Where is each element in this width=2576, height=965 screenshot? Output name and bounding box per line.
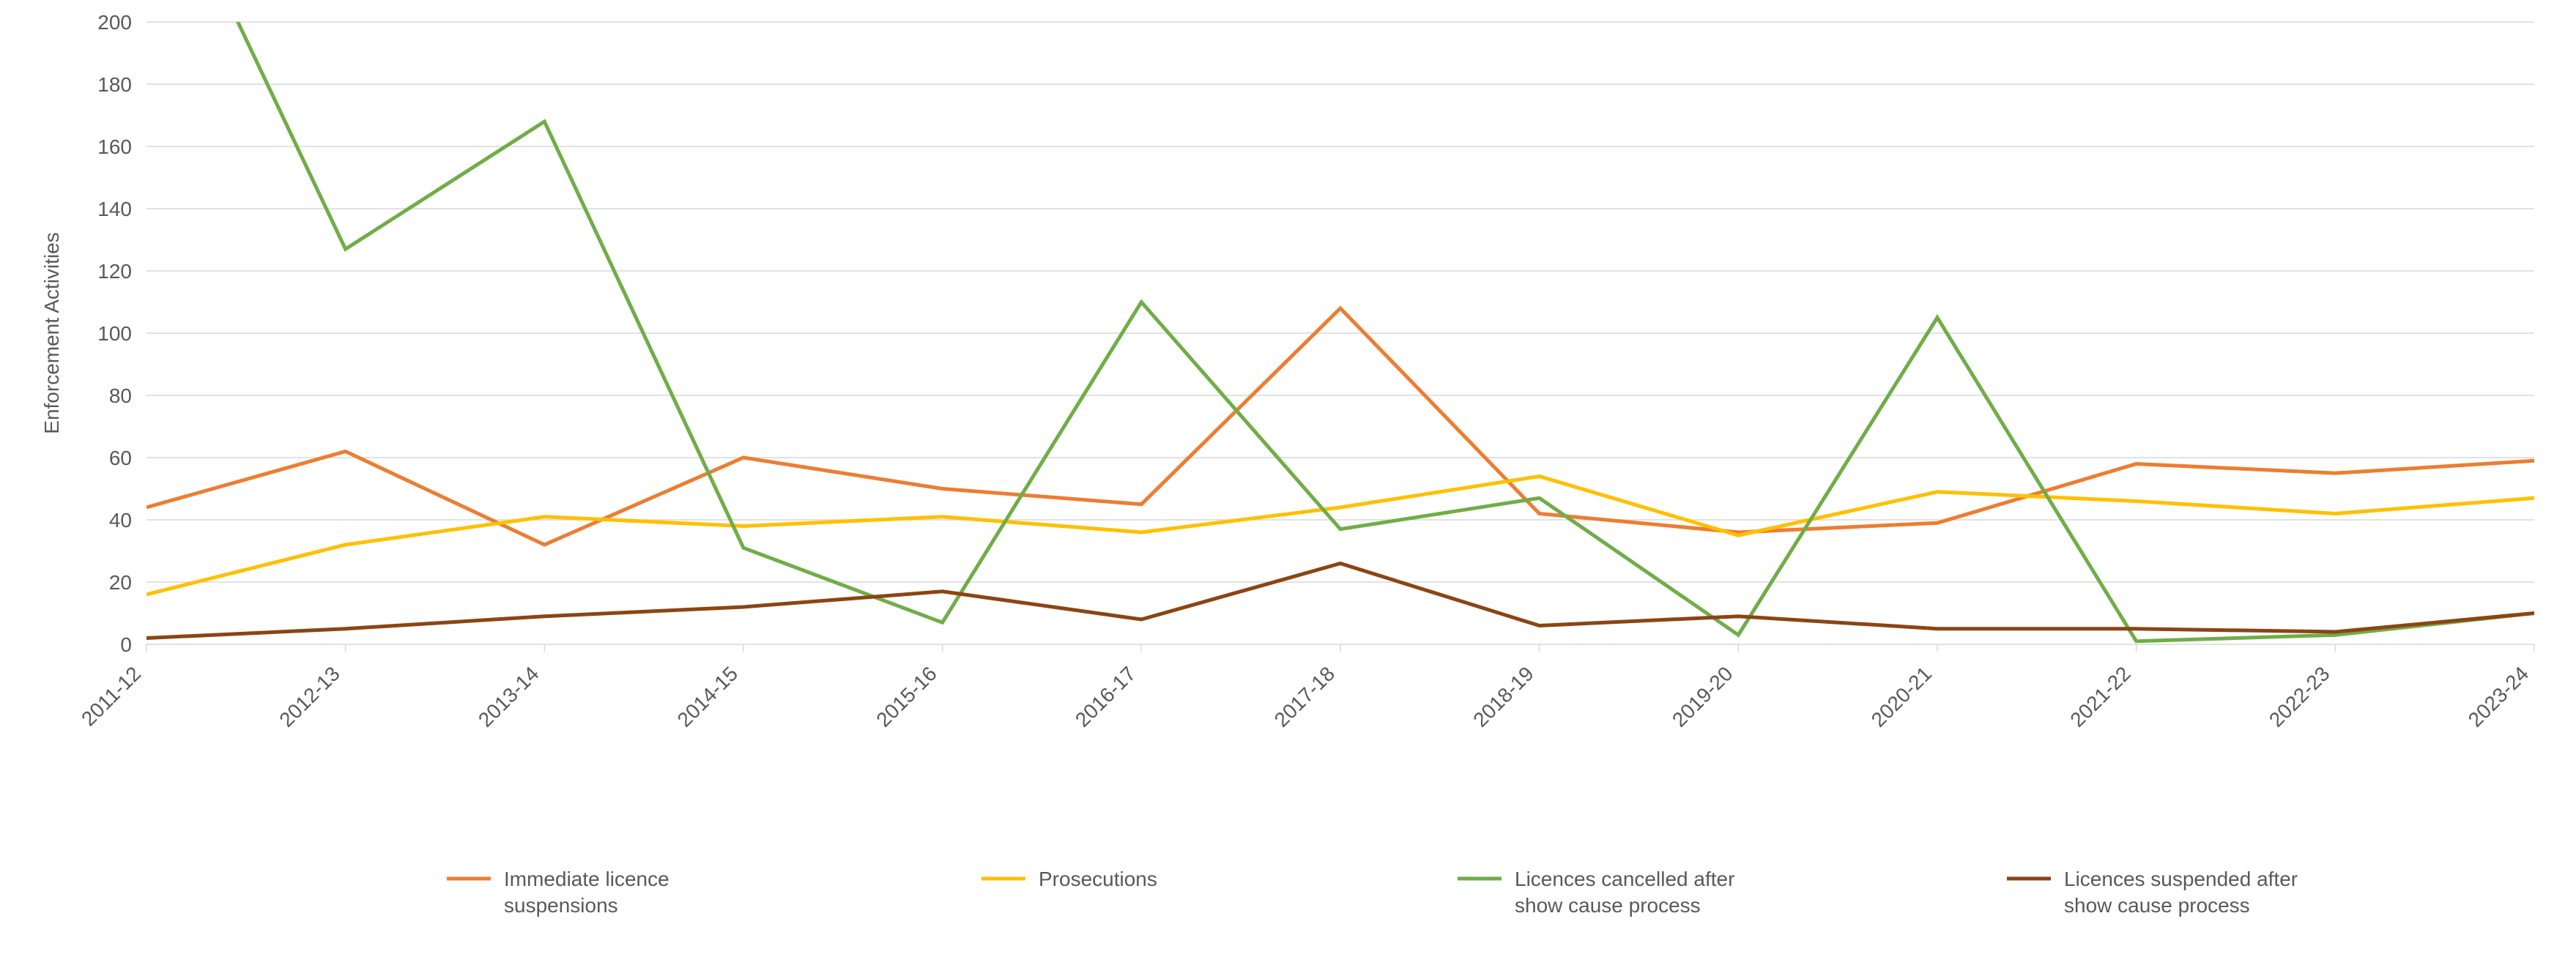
y-tick-label: 60: [109, 447, 132, 469]
enforcement-line-chart: 0 20 40 60 80 100 120 140 160 180 200 Enforcement A…: [0, 0, 2576, 965]
y-tick-label: 100: [97, 322, 132, 345]
y-tick-label: 80: [109, 384, 132, 407]
y-tick-label: 160: [97, 135, 132, 158]
y-tick-label: 180: [97, 73, 132, 96]
y-tick-label: 40: [109, 509, 132, 532]
y-tick-label: 0: [120, 633, 132, 656]
y-tick-label: 20: [109, 571, 132, 594]
y-tick-label: 200: [97, 11, 132, 34]
y-axis-label: Enforcement Activities: [40, 232, 63, 433]
legend-label-prosecutions: Prosecutions: [1039, 868, 1157, 890]
y-tick-label: 120: [97, 260, 132, 283]
chart-svg: 0 20 40 60 80 100 120 140 160 180 200 Enforcement A…: [0, 0, 2576, 965]
y-tick-label: 140: [97, 198, 132, 220]
